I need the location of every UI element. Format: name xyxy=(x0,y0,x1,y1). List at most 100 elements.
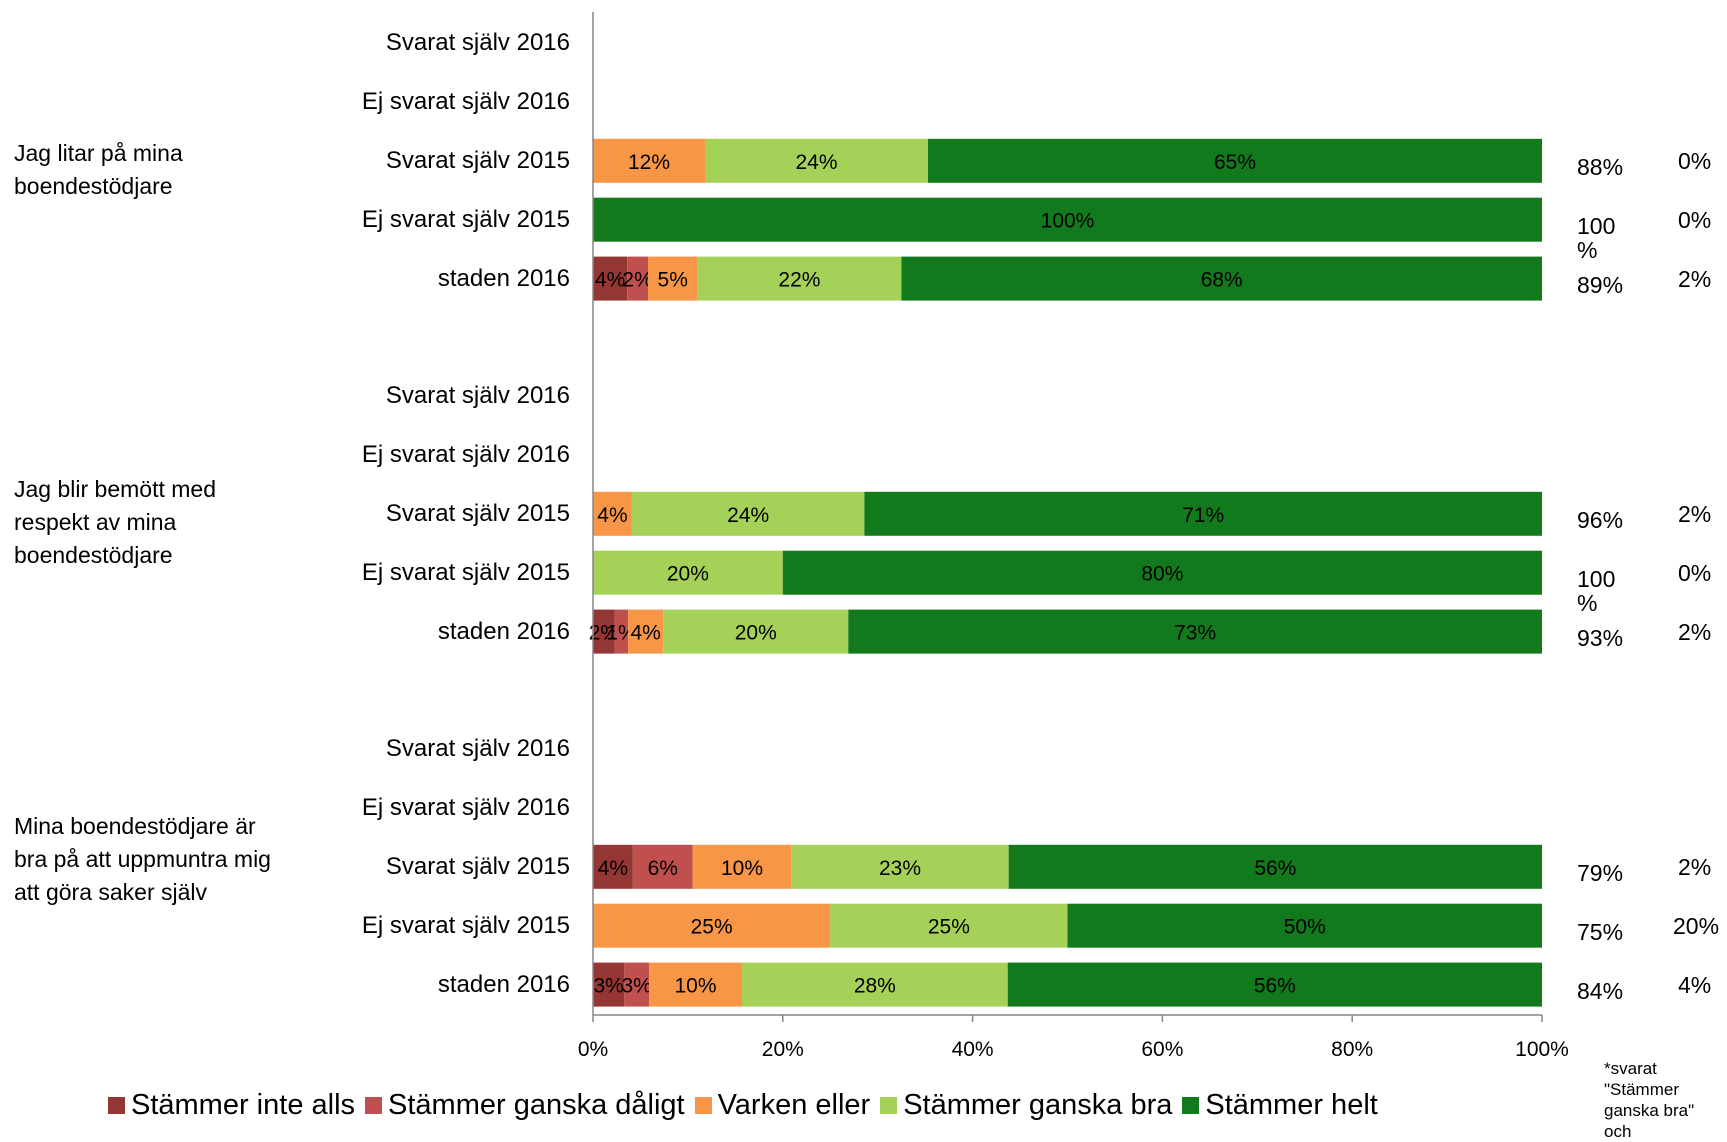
bar-segment xyxy=(614,609,629,654)
side-value-b: 2% xyxy=(1678,265,1712,292)
data-label: 6% xyxy=(648,857,678,880)
bar-segment xyxy=(1008,844,1542,889)
bar-segment xyxy=(593,844,633,889)
x-tick-label: 0% xyxy=(578,1038,608,1061)
data-label: 25% xyxy=(928,916,970,939)
side-value-b: 4% xyxy=(1678,971,1712,998)
data-label: 10% xyxy=(674,975,716,998)
data-label: 4% xyxy=(630,622,660,645)
data-label: 4% xyxy=(595,269,625,292)
bar-segment xyxy=(1007,962,1542,1007)
row-label: Svarat själv 2015 xyxy=(385,499,570,527)
bar-segment xyxy=(624,962,649,1007)
legend-item: Stämmer helt xyxy=(1182,1088,1378,1122)
legend-item: Stämmer inte alls xyxy=(108,1089,355,1122)
group-label: Jag blir bemött med respekt av mina boen… xyxy=(14,476,216,569)
legend-swatch xyxy=(365,1096,383,1114)
bar-segment xyxy=(704,138,928,183)
side-value-a: 89% xyxy=(1577,271,1624,298)
side-value-a: 84% xyxy=(1577,977,1624,1004)
legend-swatch xyxy=(880,1096,898,1114)
row-label: Ej svarat själv 2016 xyxy=(361,440,570,468)
legend-item: Varken eller xyxy=(694,1088,871,1122)
side-value-b: 0% xyxy=(1678,206,1712,233)
side-value-b: 0% xyxy=(1678,147,1712,174)
bar-segment xyxy=(741,962,1008,1007)
data-label: 50% xyxy=(1284,916,1326,939)
data-label: 4% xyxy=(597,504,627,527)
data-label: 68% xyxy=(1201,269,1243,292)
bar-segment xyxy=(864,491,1542,536)
data-label: 71% xyxy=(1182,504,1224,527)
data-label: 20% xyxy=(735,622,777,645)
legend: Stämmer inte alls Stämmer ganska dåligt Va… xyxy=(108,1088,1388,1122)
data-label: 73% xyxy=(1174,622,1216,645)
legend-label: Stämmer helt xyxy=(1205,1088,1378,1121)
footnote: *svarat "Stämmer ganska bra" och xyxy=(1604,1059,1695,1141)
bar-segment xyxy=(593,609,615,654)
bar-segment xyxy=(627,256,649,301)
side-value-b: 2% xyxy=(1678,500,1712,527)
legend-swatch xyxy=(1182,1096,1200,1114)
row-label: Svarat själv 2016 xyxy=(385,382,570,409)
row-label: Ej svarat själv 2015 xyxy=(361,558,570,586)
row-label: Svarat själv 2016 xyxy=(385,735,570,762)
bar-segment xyxy=(593,903,831,948)
data-label: 2% xyxy=(622,269,652,292)
bar-segment xyxy=(648,256,698,301)
bar-segment xyxy=(927,138,1542,183)
group-label: Jag litar på mina boendestödjare xyxy=(14,139,183,199)
data-label: 5% xyxy=(658,269,688,292)
data-label: 3% xyxy=(593,975,623,998)
side-value-a: 96% xyxy=(1577,506,1624,533)
bar-segment xyxy=(593,138,705,183)
data-label: 80% xyxy=(1141,563,1183,586)
data-label: 24% xyxy=(795,151,837,174)
bar-segment xyxy=(663,609,849,654)
row-label: Svarat själv 2016 xyxy=(385,29,570,56)
legend-swatch xyxy=(108,1096,125,1114)
x-tick-label: 60% xyxy=(1141,1038,1183,1061)
data-label: 23% xyxy=(879,857,921,880)
legend-label: Stämmer ganska bra xyxy=(903,1088,1173,1121)
row-label: staden 2016 xyxy=(437,970,570,998)
row-label: staden 2016 xyxy=(437,617,570,645)
side-value-a: 79% xyxy=(1577,859,1624,886)
bar-segment xyxy=(593,550,783,595)
x-tick-label: 40% xyxy=(952,1038,994,1061)
legend-item: Stämmer ganska bra xyxy=(880,1089,1172,1122)
bar-segment xyxy=(632,844,693,889)
bar-segment xyxy=(1067,903,1542,948)
data-label: 56% xyxy=(1254,857,1296,880)
bar-segment xyxy=(593,256,628,301)
bar-segment xyxy=(791,844,1009,889)
row-label: Ej svarat själv 2015 xyxy=(361,911,570,939)
legend-swatch xyxy=(694,1096,712,1114)
data-label: 4% xyxy=(598,857,628,880)
x-tick-label: 20% xyxy=(762,1038,804,1061)
side-value-b: 0% xyxy=(1678,559,1712,586)
side-value-b: 2% xyxy=(1678,853,1712,880)
bar-segment xyxy=(697,256,902,301)
row-label: staden 2016 xyxy=(437,264,570,292)
data-label: 3% xyxy=(621,975,651,998)
x-tick-label: 80% xyxy=(1331,1038,1373,1061)
data-label: 28% xyxy=(854,975,896,998)
side-value-a: 100 % xyxy=(1577,565,1616,616)
legend-label: Stämmer ganska dåligt xyxy=(388,1088,685,1121)
row-label: Ej svarat själv 2016 xyxy=(361,793,570,821)
data-label: 25% xyxy=(691,916,733,939)
legend-label: Varken eller xyxy=(717,1088,871,1121)
data-label: 56% xyxy=(1254,975,1296,998)
bar-segment xyxy=(692,844,792,889)
side-value-a: 75% xyxy=(1577,918,1624,945)
data-label: 65% xyxy=(1214,151,1256,174)
bar-segment xyxy=(901,256,1542,301)
data-label: 100% xyxy=(1041,210,1095,233)
row-label: Svarat själv 2015 xyxy=(385,852,570,880)
side-value-b: 2% xyxy=(1678,618,1712,645)
bar-segment xyxy=(631,491,865,536)
side-value-a: 100 % xyxy=(1577,212,1616,263)
side-value-a: 93% xyxy=(1577,624,1624,651)
